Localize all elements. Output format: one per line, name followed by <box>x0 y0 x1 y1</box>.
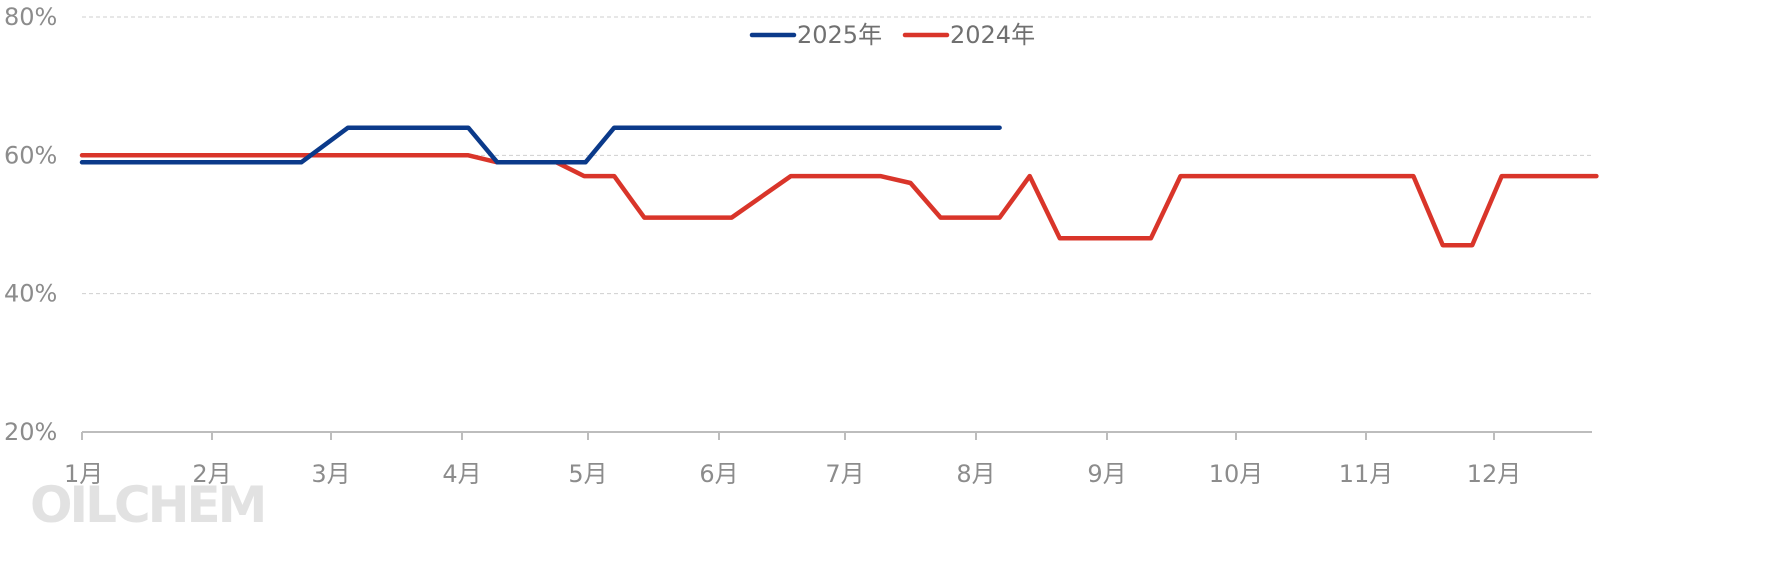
x-tick-label: 1月 <box>64 460 103 488</box>
y-tick-label: 80% <box>4 3 57 31</box>
x-tick-label: 12月 <box>1467 460 1522 488</box>
legend-label: 2024年 <box>950 21 1035 49</box>
x-tick-label: 6月 <box>699 460 738 488</box>
y-tick-label: 60% <box>4 141 57 169</box>
x-tick-label: 10月 <box>1209 460 1264 488</box>
watermark-logo: OILCHEM <box>30 476 264 534</box>
x-tick-label: 7月 <box>825 460 864 488</box>
series-line-2024年 <box>79 153 1599 248</box>
y-axis: 80% 60% 40% 20% <box>4 3 57 446</box>
legend: 2025年 2024年 <box>749 21 1035 49</box>
y-tick-label: 40% <box>4 280 57 308</box>
series-line-2025年 <box>79 125 1002 165</box>
x-tick-label: 8月 <box>956 460 995 488</box>
x-axis: 1月 2月 3月 4月 5月 6月 7月 8月 9月 10月 11月 12月 <box>64 431 1592 488</box>
series-group <box>79 125 1599 248</box>
x-tick-label: 11月 <box>1339 460 1394 488</box>
x-tick-label: 4月 <box>442 460 481 488</box>
x-tick-label: 3月 <box>311 460 350 488</box>
x-tick-label: 9月 <box>1087 460 1126 488</box>
y-tick-label: 20% <box>4 418 57 446</box>
x-tick-label: 5月 <box>568 460 607 488</box>
x-tick-label: 2月 <box>192 460 231 488</box>
legend-label: 2025年 <box>797 21 882 49</box>
